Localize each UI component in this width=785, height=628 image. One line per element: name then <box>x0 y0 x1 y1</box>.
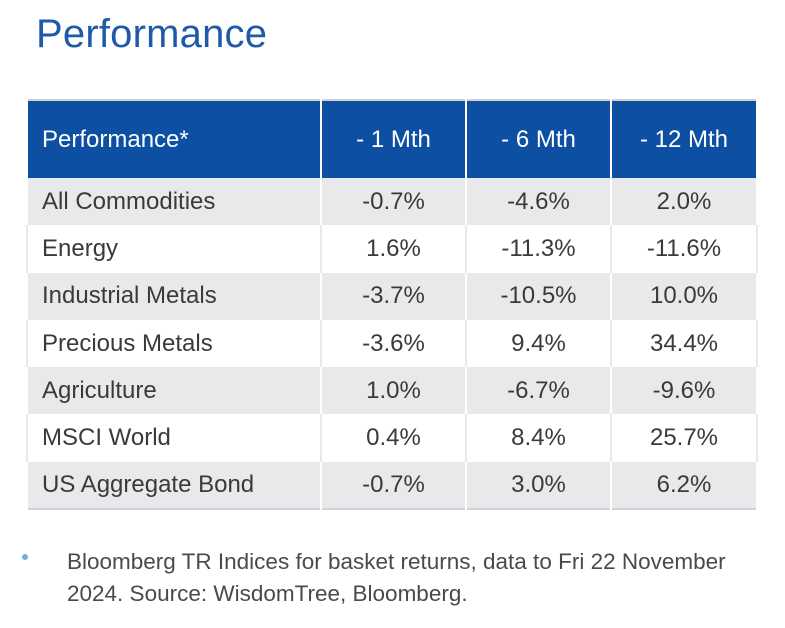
page-title: Performance <box>36 12 268 56</box>
value-1-month: 1.6% <box>320 225 467 273</box>
value-12-month: 6.2% <box>610 461 758 510</box>
table-row: Energy 1.6% -11.3% -11.6% <box>26 225 758 273</box>
table-row: Agriculture 1.0% -6.7% -9.6% <box>26 367 758 415</box>
table-row: MSCI World 0.4% 8.4% 25.7% <box>26 414 758 462</box>
row-label: MSCI World <box>26 414 322 462</box>
value-6-month: -11.3% <box>465 225 612 273</box>
value-6-month: -6.7% <box>465 367 612 415</box>
row-label: Industrial Metals <box>26 272 322 320</box>
value-6-month: 9.4% <box>465 319 612 368</box>
header-performance: Performance* <box>26 100 322 178</box>
table-header-row: Performance* - 1 Mth - 6 Mth - 12 Mth <box>26 100 758 178</box>
value-12-month: 25.7% <box>610 414 758 462</box>
value-12-month: 10.0% <box>610 272 758 320</box>
value-12-month: -11.6% <box>610 225 758 273</box>
value-1-month: -3.7% <box>320 272 467 320</box>
value-6-month: -10.5% <box>465 272 612 320</box>
value-12-month: 2.0% <box>610 178 758 226</box>
value-6-month: 3.0% <box>465 461 612 510</box>
value-1-month: -0.7% <box>320 178 467 226</box>
table-row: All Commodities -0.7% -4.6% 2.0% <box>26 178 758 226</box>
header-6-month: - 6 Mth <box>465 100 612 178</box>
performance-table: Performance* - 1 Mth - 6 Mth - 12 Mth Al… <box>26 99 758 511</box>
footnote-text: Bloomberg TR Indices for basket returns,… <box>67 549 726 606</box>
row-label: Precious Metals <box>26 319 322 368</box>
row-label: All Commodities <box>26 178 322 226</box>
header-12-month: - 12 Mth <box>610 100 758 178</box>
footnote: Bloomberg TR Indices for basket returns,… <box>22 546 762 610</box>
header-1-month: - 1 Mth <box>320 100 467 178</box>
row-label: Energy <box>26 225 322 273</box>
value-1-month: -0.7% <box>320 461 467 510</box>
bullet-icon <box>22 554 28 560</box>
row-label: US Aggregate Bond <box>26 461 322 510</box>
row-label: Agriculture <box>26 367 322 415</box>
value-1-month: 1.0% <box>320 367 467 415</box>
value-6-month: 8.4% <box>465 414 612 462</box>
table-row: Precious Metals -3.6% 9.4% 34.4% <box>26 319 758 368</box>
table-row: US Aggregate Bond -0.7% 3.0% 6.2% <box>26 461 758 510</box>
value-12-month: 34.4% <box>610 319 758 368</box>
value-12-month: -9.6% <box>610 367 758 415</box>
value-1-month: 0.4% <box>320 414 467 462</box>
value-1-month: -3.6% <box>320 319 467 368</box>
table-row: Industrial Metals -3.7% -10.5% 10.0% <box>26 272 758 320</box>
value-6-month: -4.6% <box>465 178 612 226</box>
